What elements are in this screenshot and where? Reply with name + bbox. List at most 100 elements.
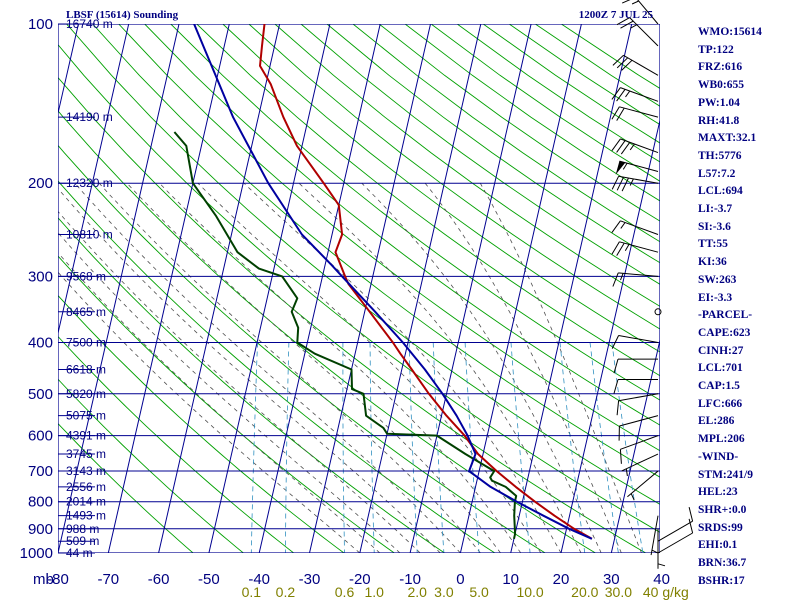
dry-adiabat-lines [58, 24, 660, 553]
temperature-label: 10 [502, 571, 519, 588]
sounding-indices: WMO:15614 TP:122 FRZ:616 WB0:655 PW:1.04 RH:4… [698, 24, 762, 591]
isotherm-line [359, 24, 482, 553]
temperature-label: 30 [603, 571, 620, 588]
dry-adiabat-line [58, 43, 660, 533]
wind-barb-full [688, 506, 694, 522]
pressure-label: 700 [28, 463, 53, 480]
dry-adiabat-line [58, 144, 546, 553]
dry-adiabat-line [326, 24, 660, 264]
wind-barb-half [625, 468, 628, 477]
mixing-ratio-line [285, 342, 290, 553]
pressure-label: 900 [28, 521, 53, 538]
height-label: 7500 m [66, 336, 106, 350]
pressure-label: 800 [28, 494, 53, 511]
temperature-label: 40 [653, 571, 670, 588]
isotherm-line [208, 24, 331, 553]
mixing-ratio-label: 2.0 [407, 584, 427, 600]
wind-barb-full [616, 242, 625, 256]
sounding-index: WB0:655 [698, 79, 744, 92]
sounding-index: TH:5776 [698, 149, 742, 162]
dry-adiabat-line [58, 255, 395, 553]
wind-barb-full [620, 142, 631, 155]
pressure-label: 500 [28, 386, 53, 403]
moist-adiabat-line [197, 182, 542, 553]
moist-adiabat-line [479, 183, 642, 553]
wind-barb-full [611, 176, 620, 190]
pressure-label: 400 [28, 335, 53, 352]
isotherm-line [409, 24, 532, 553]
wind-barb-full [612, 272, 619, 287]
wind-barb-staff [618, 393, 659, 402]
wind-barb-half [620, 273, 624, 281]
height-label: 44 m [66, 546, 93, 560]
isotherm-line [158, 24, 281, 553]
dry-adiabat-line [170, 24, 660, 401]
wind-barb-staff [623, 54, 659, 76]
dry-adiabat-line [248, 24, 660, 330]
wind-barb-half [622, 162, 628, 170]
sounding-index: SW:263 [698, 273, 737, 286]
height-label: 3143 m [66, 464, 106, 478]
sounding-index: WMO:15614 [698, 26, 762, 38]
mixing-ratio-line [369, 342, 375, 553]
sounding-index: MPL:206 [698, 433, 745, 446]
wind-barb-full [621, 177, 629, 192]
wind-barb-full [613, 358, 619, 374]
sounding-index: CAP:1.5 [698, 380, 740, 393]
pressure-label: 100 [28, 16, 53, 33]
height-label: 12320 m [66, 176, 113, 190]
wind-barb-half [625, 90, 631, 98]
isotherm-line [58, 24, 130, 336]
mixing-ratio-label: 40 g/kg [643, 584, 689, 600]
wind-barb-staff [657, 532, 693, 554]
wind-barb-half [630, 493, 635, 501]
mixing-ratio-label: 3.0 [434, 584, 454, 600]
wind-barb-staff [637, 0, 659, 25]
sounding-index: EHI:0.1 [698, 539, 738, 552]
mixing-ratio-label: 0.2 [276, 584, 296, 600]
temperature-label: -50 [198, 571, 220, 588]
wind-barb-full [616, 57, 629, 69]
height-label: 509 m [66, 534, 99, 548]
pressure-label: 300 [28, 268, 53, 285]
sounding-index: LCL:701 [698, 362, 743, 375]
wind-barb-full [620, 20, 634, 29]
temperature-label: -10 [399, 571, 421, 588]
height-label: 2014 m [66, 495, 106, 509]
wind-barb-full [611, 106, 620, 120]
wind-barb-full [612, 54, 624, 66]
sounding-traces [173, 24, 593, 540]
wind-barb-full [616, 176, 624, 191]
wind-barb-full [616, 107, 625, 121]
wind-barb-staff [627, 470, 659, 498]
sounding-index: BSHR:17 [698, 574, 745, 587]
mixing-ratio-label: 1.0 [364, 584, 384, 600]
temperature-label: -40 [248, 571, 270, 588]
wind-barb-flag [615, 161, 626, 175]
wind-barb-staff [629, 17, 659, 47]
sounding-index: SRDS:99 [698, 521, 743, 534]
wind-barb-full [616, 400, 620, 416]
temperature-label: -70 [97, 571, 119, 588]
sounding-index: KI:36 [698, 256, 727, 269]
sounding-index: HEL:23 [698, 486, 738, 499]
height-label: 5820 m [66, 387, 106, 401]
moist-adiabat-line [126, 182, 501, 553]
temperature-label: -20 [349, 571, 371, 588]
wind-barb-staff [620, 138, 659, 154]
sounding-index: MAXT:32.1 [698, 132, 757, 145]
wind-barb-full [619, 449, 622, 464]
wind-barb-half [651, 549, 659, 554]
wind-barb-half [620, 222, 626, 229]
height-label: 10810 m [66, 228, 113, 242]
temperature-label: 20 [553, 571, 570, 588]
sounding-index: SI:-3.6 [698, 220, 731, 233]
dry-adiabat-line [222, 24, 660, 353]
isotherm-line [258, 24, 381, 553]
height-label: 4391 m [66, 429, 106, 443]
wind-barb-staff [620, 435, 659, 450]
height-label: 988 m [66, 522, 99, 536]
axis-labels: 0.1 0.2 0.6 1.0 2.0 3.0 5.0 10.0 20.0 30.0 40 g/kg… [20, 16, 689, 600]
wind-barb-staff [619, 160, 659, 172]
temperature-label: -80 [47, 571, 69, 588]
